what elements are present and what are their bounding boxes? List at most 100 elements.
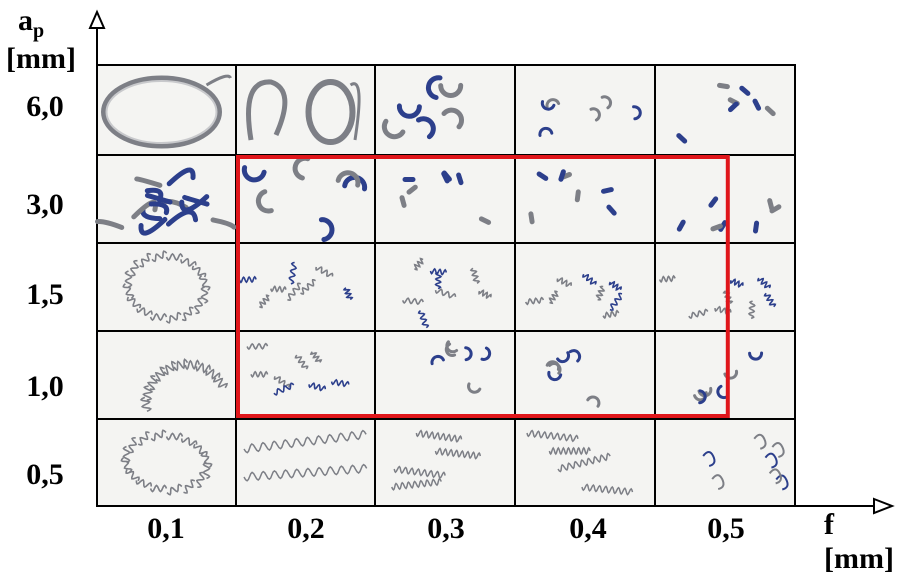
- short-helical-chips-mark: [309, 351, 323, 363]
- fragment-chips-mark: [478, 216, 492, 225]
- col-label-0-4: 0,4: [569, 512, 607, 545]
- helical-loop-chip-mark: [200, 286, 209, 304]
- chip-group-0-3-small-arc-chips: [538, 95, 642, 137]
- helical-arc-chip-mark: [212, 377, 229, 389]
- x-axis-label: f [mm]: [824, 508, 894, 575]
- cell-4-2: [374, 418, 516, 507]
- helical-ring-chip-mark: [165, 432, 184, 441]
- comma-chips-mark: [445, 340, 459, 354]
- small-arc-chips-mark: [589, 107, 601, 122]
- open-spiral-chip-mark: [305, 79, 356, 145]
- chip-form-diagram: ap [mm] f [mm] 6,0 3,0 1,5 1,0 0,5 0,1 0…: [6, 4, 895, 575]
- fragment-chips-mark: [769, 204, 782, 214]
- spiral-fragment-chips-mark: [775, 474, 789, 491]
- helical-ring-chip-mark: [202, 461, 211, 480]
- cell-0-3: [514, 64, 656, 156]
- chip-group-3-3-comma-chips: [545, 349, 601, 408]
- tangled-chip-mark: [134, 176, 163, 188]
- short-helical-chips-mark: [294, 354, 309, 370]
- comma-chips-mark: [464, 346, 473, 362]
- chip-group-4-0-helical-ring-chip: [120, 429, 213, 496]
- chip-group-1-0-tangled-chip: [95, 167, 237, 236]
- helical-loop-chip-mark: [165, 311, 182, 324]
- spiral-fragment-chips-mark: [753, 433, 767, 450]
- helical-loop-chip-mark: [191, 265, 207, 278]
- long-helical-chips-mark: [243, 463, 368, 482]
- row-label-6-0: 6,0: [26, 90, 64, 123]
- fragment-chips-mark: [528, 211, 535, 225]
- short-helical-chips-mark: [315, 266, 334, 278]
- tangled-chip-mark: [179, 194, 210, 213]
- cell-2-1: [235, 242, 376, 332]
- helical-arc-chip-mark: [163, 360, 177, 376]
- chip-group-4-1-long-helical-chips: [243, 429, 368, 482]
- comma-chips-mark: [723, 369, 739, 380]
- chip-group-3-1-short-helical-chips: [246, 342, 350, 396]
- helical-ring-chip-mark: [181, 437, 198, 447]
- short-helical-chips-mark: [287, 282, 301, 302]
- short-helical-chips-mark: [288, 261, 298, 285]
- short-helical-chips-mark: [602, 309, 620, 320]
- short-helical-chips-mark: [434, 271, 443, 290]
- helical-ring-chip-mark: [166, 483, 183, 496]
- long-ribbon-loop-chip-mark: [105, 80, 218, 144]
- helical-arc-chip-mark: [142, 385, 154, 401]
- arc-chips-mark: [441, 107, 464, 130]
- chip-group-4-4-spiral-fragment-chips: [702, 433, 789, 491]
- tangled-chip-mark: [210, 217, 237, 230]
- helical-tubular-chips-mark: [393, 465, 446, 479]
- cell-2-4: [654, 242, 796, 332]
- short-helical-chips-mark: [609, 292, 623, 311]
- helical-arc-chip-mark: [146, 375, 159, 391]
- spiral-fragment-chips-mark: [702, 451, 716, 467]
- short-helical-chips-mark: [608, 280, 622, 291]
- fragment-chips-mark: [574, 189, 581, 203]
- chip-group-3-2-comma-chips: [430, 340, 492, 394]
- col-label-0-3: 0,3: [427, 512, 465, 545]
- fragment-chips-mark: [739, 85, 751, 96]
- arc-chips-mark: [416, 116, 436, 140]
- short-helical-chips-mark: [729, 278, 744, 288]
- long-ribbon-loop-chip-mark: [101, 75, 222, 149]
- helical-ring-chip-mark: [135, 478, 152, 488]
- cell-2-3: [514, 242, 656, 332]
- arc-chips-mark: [396, 103, 422, 119]
- y-axis-arrow: [88, 9, 106, 29]
- highlight-box: [236, 155, 730, 418]
- arc-chips-mark: [255, 189, 274, 214]
- small-arc-chips-mark: [538, 126, 554, 137]
- short-helical-chips-mark: [270, 285, 287, 294]
- cell-4-4: [654, 418, 796, 507]
- fragment-chips-mark: [717, 82, 730, 90]
- arc-chips-mark: [438, 82, 464, 98]
- helical-tubular-chips-mark: [526, 429, 579, 443]
- short-helical-chips-mark: [238, 275, 257, 284]
- comma-chips-mark: [586, 395, 601, 408]
- comma-chips-mark: [430, 355, 445, 366]
- short-helical-chips-mark: [308, 382, 327, 392]
- fragment-chips-mark: [676, 133, 688, 144]
- helical-ring-chip-mark: [183, 479, 196, 494]
- row-label-0-5: 0,5: [26, 458, 64, 491]
- helical-loop-chip-mark: [136, 307, 153, 317]
- helical-loop-chip-mark: [129, 259, 139, 277]
- helical-loop-chip-mark: [180, 257, 197, 267]
- comma-chips-mark: [568, 349, 582, 363]
- cell-4-1: [235, 418, 376, 507]
- chip-group-4-2-helical-tubular-chips: [391, 429, 482, 491]
- helical-arc-chip-mark: [173, 358, 189, 372]
- cell-2-0: [96, 242, 237, 332]
- helical-ring-chip-mark: [195, 471, 205, 488]
- small-arc-chips-mark: [632, 105, 642, 121]
- short-helical-chips-mark: [688, 308, 709, 320]
- cell-4-0: [96, 418, 237, 507]
- arc-chips-mark: [241, 165, 267, 183]
- arc-chips-mark: [425, 75, 443, 100]
- chip-group-2-3-short-helical-chips: [524, 273, 623, 320]
- chip-group-0-2-arc-chips: [381, 75, 464, 140]
- helical-arc-chip-mark: [195, 362, 211, 374]
- comma-chips-mark: [547, 370, 563, 382]
- helical-ring-chip-mark: [120, 457, 133, 473]
- chip-group-2-0-helical-loop-chip: [122, 250, 211, 324]
- helical-tubular-chips-mark: [434, 447, 482, 460]
